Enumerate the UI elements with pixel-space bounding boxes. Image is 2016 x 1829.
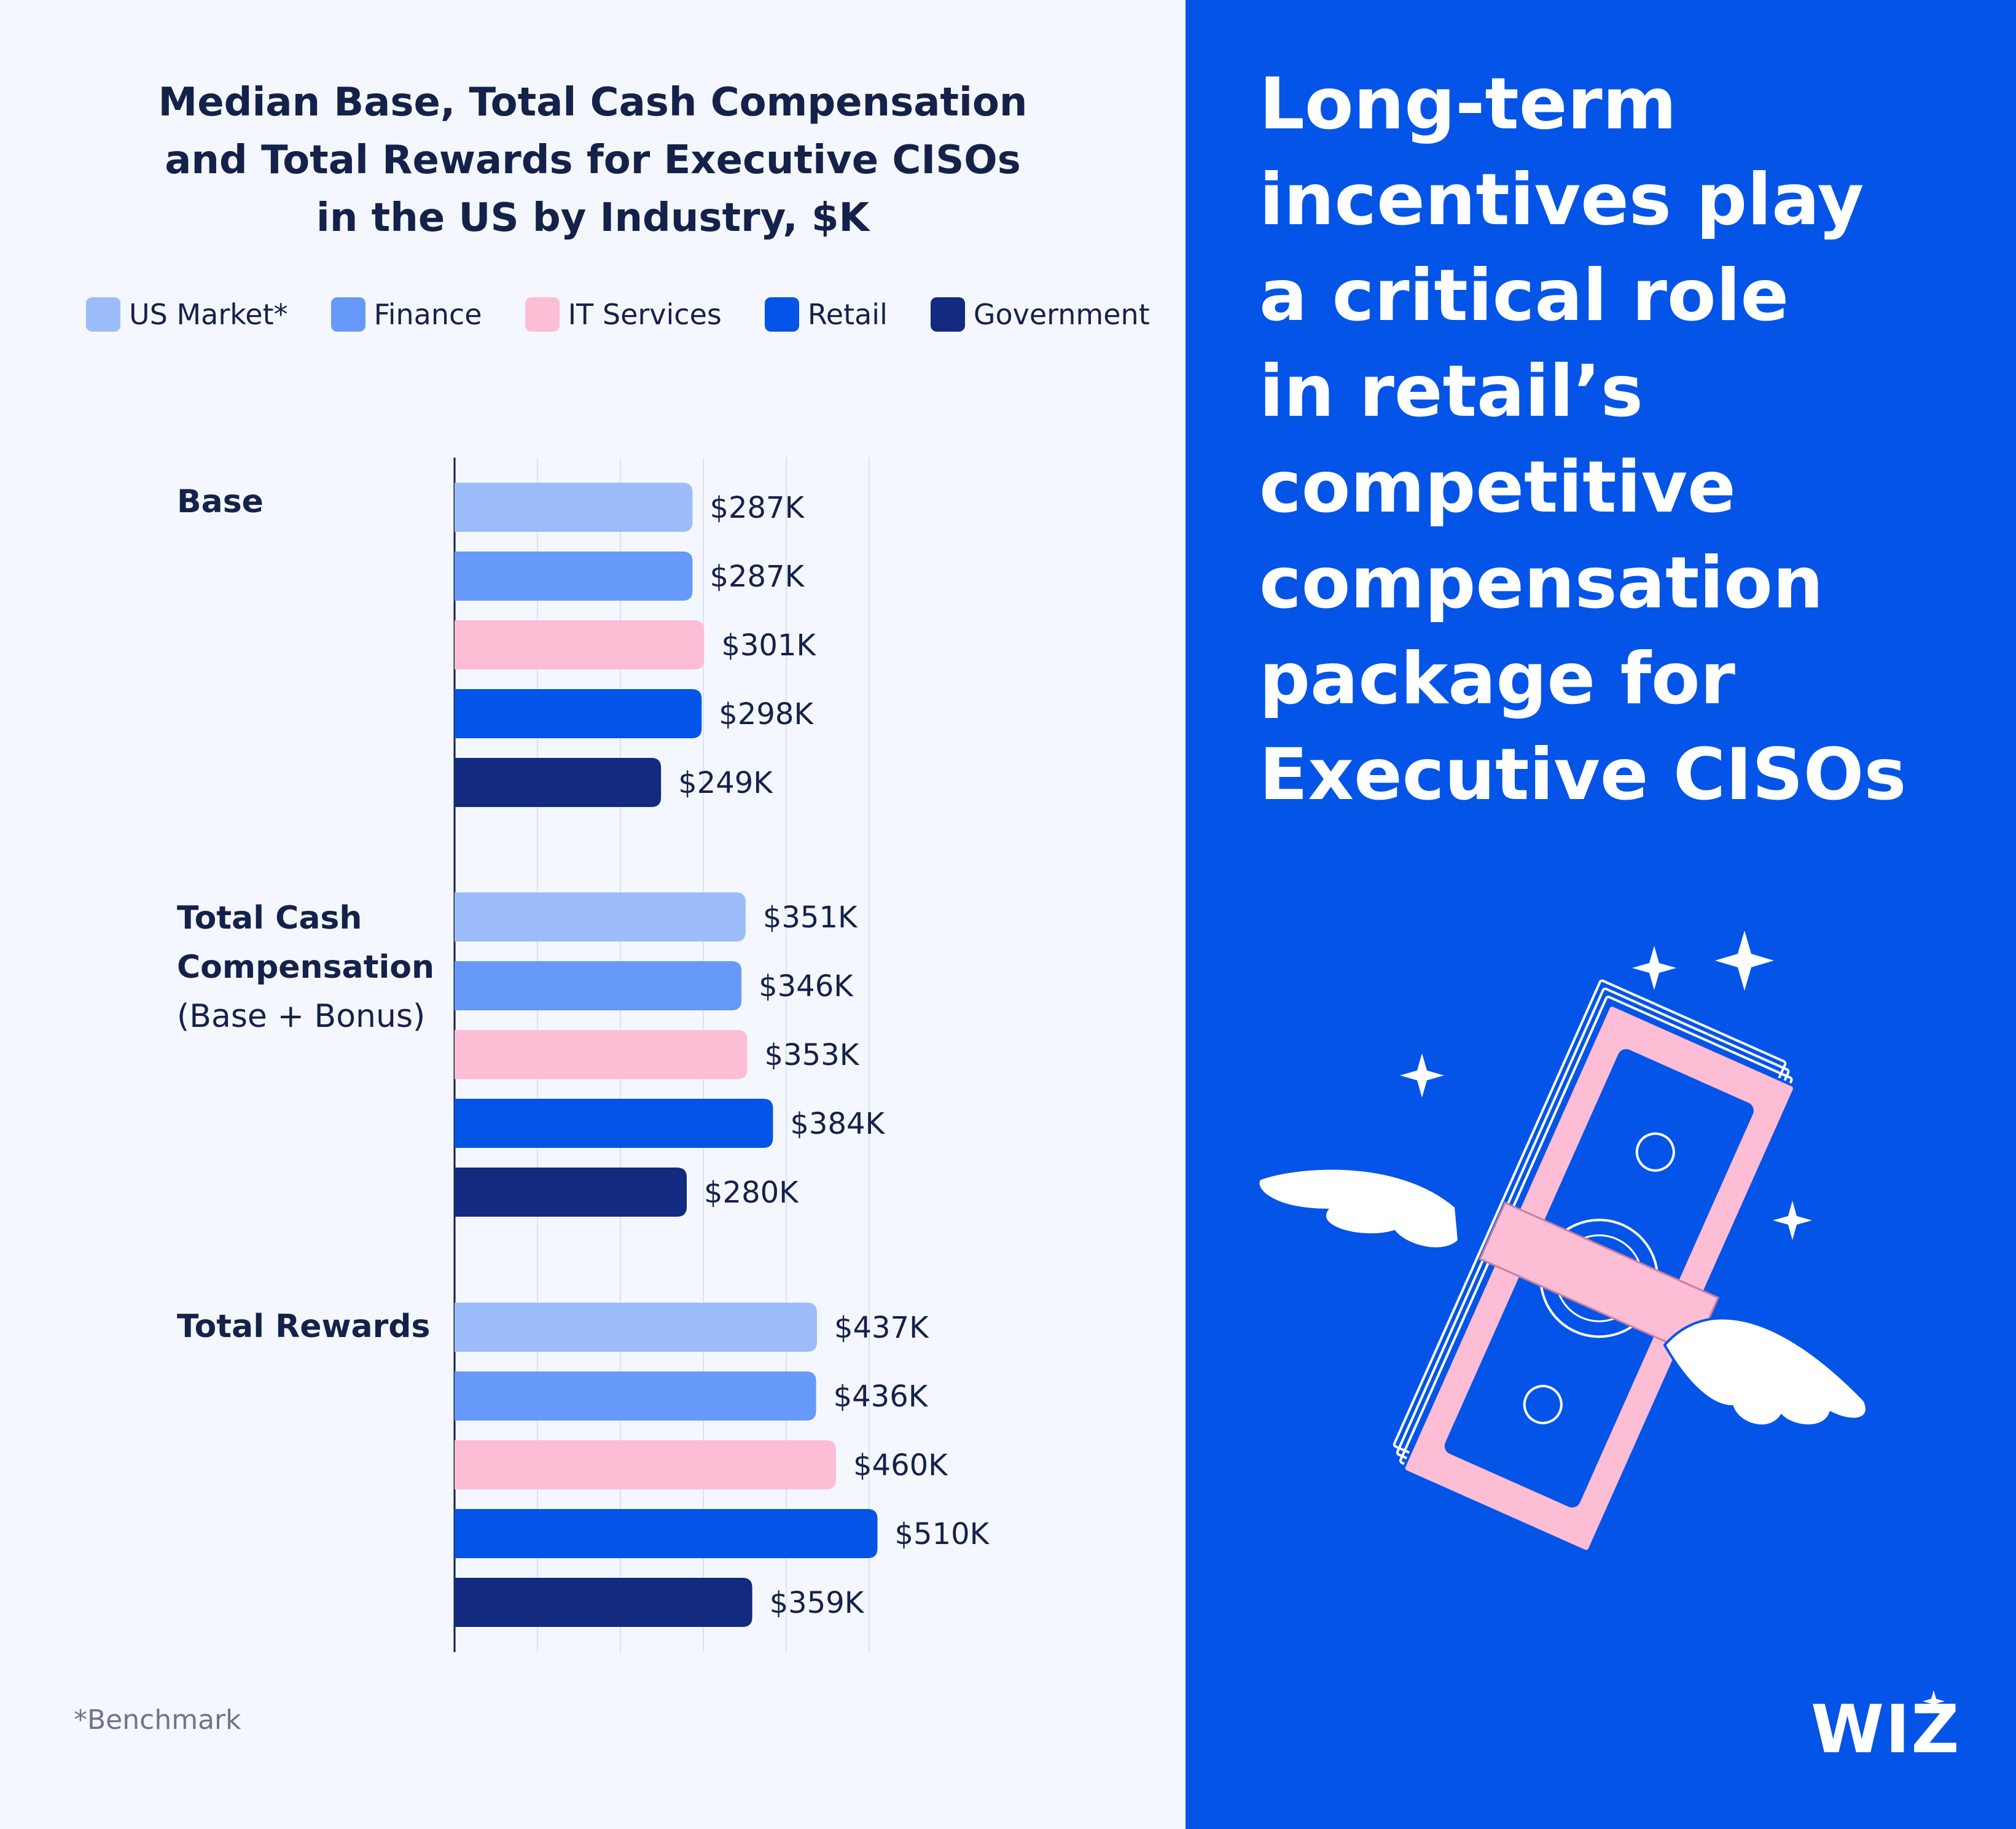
data-label: $346K	[759, 969, 854, 1004]
legend-label: Finance	[373, 298, 482, 331]
legend-item: US Market*	[86, 297, 288, 332]
legend-swatch	[330, 297, 365, 332]
category-label: Total Cash Compensation (Base + Bonus)	[177, 894, 434, 1041]
bar	[455, 620, 705, 669]
data-label: $301K	[721, 628, 816, 663]
legend-item: Government	[930, 297, 1150, 332]
category-label-subtitle: (Base + Bonus)	[177, 998, 426, 1035]
data-label: $460K	[853, 1448, 948, 1483]
footnote: *Benchmark	[74, 1704, 241, 1736]
data-label: $510K	[895, 1517, 990, 1551]
legend-label: IT Services	[568, 298, 722, 331]
bar	[455, 483, 693, 532]
data-label: $249K	[678, 766, 773, 800]
legend-item: Retail	[764, 297, 888, 332]
legend-swatch	[525, 297, 560, 332]
data-label: $384K	[790, 1107, 885, 1141]
headline-text: Long-term incentives play a critical rol…	[1259, 63, 1907, 816]
legend-swatch	[86, 297, 120, 332]
data-label: $280K	[704, 1176, 799, 1210]
flying-money-illustration	[1257, 930, 1868, 1553]
bar	[455, 1030, 748, 1079]
legend-label: Government	[973, 298, 1150, 331]
data-label: $359K	[770, 1586, 865, 1620]
data-label: $298K	[719, 697, 814, 731]
data-label: $437K	[834, 1311, 929, 1345]
chart-title: Median Base, Total Cash Compensation and…	[158, 80, 1028, 241]
bar-chart: $287K $287K $301K $298K $249K $351K $346K $353K…	[453, 458, 990, 1652]
bar	[455, 1440, 836, 1489]
category-label: Base	[177, 477, 264, 526]
category-label: Total Rewards	[177, 1302, 430, 1351]
left-wing-icon	[1257, 1167, 1461, 1250]
chart-legend: US Market* Finance IT Services Retail Govern…	[86, 294, 1193, 335]
bar	[455, 1168, 687, 1217]
legend-item: Finance	[330, 297, 482, 332]
logo-sparkle-icon	[1923, 1690, 1945, 1712]
legend-label: US Market*	[129, 298, 288, 331]
data-label: $287K	[709, 560, 805, 594]
bar	[455, 961, 742, 1010]
category-label-title: Total Rewards	[177, 1308, 431, 1345]
money-stack-icon	[1393, 979, 1795, 1553]
bar	[455, 892, 746, 942]
chart-panel: Median Base, Total Cash Compensation and…	[74, 80, 1150, 1736]
bar	[455, 1578, 752, 1627]
bar	[455, 1099, 773, 1148]
data-label: $353K	[765, 1038, 860, 1072]
bar	[455, 1303, 817, 1352]
category-label-title: Base	[177, 483, 264, 520]
legend-swatch	[764, 297, 799, 332]
legend-label: Retail	[807, 298, 888, 331]
data-label: $287K	[709, 491, 805, 525]
bar	[455, 1371, 816, 1421]
legend-swatch	[930, 297, 965, 332]
bar	[455, 552, 693, 601]
legend-item: IT Services	[525, 297, 722, 332]
data-label: $436K	[834, 1379, 929, 1414]
bar	[455, 758, 662, 807]
right-wing-icon	[1663, 1317, 1868, 1427]
bar	[455, 1509, 878, 1558]
sparkle-icon	[1400, 930, 1812, 1240]
category-label-title: Total Cash Compensation	[177, 900, 435, 986]
bar	[455, 689, 702, 738]
data-label: $351K	[763, 900, 858, 935]
